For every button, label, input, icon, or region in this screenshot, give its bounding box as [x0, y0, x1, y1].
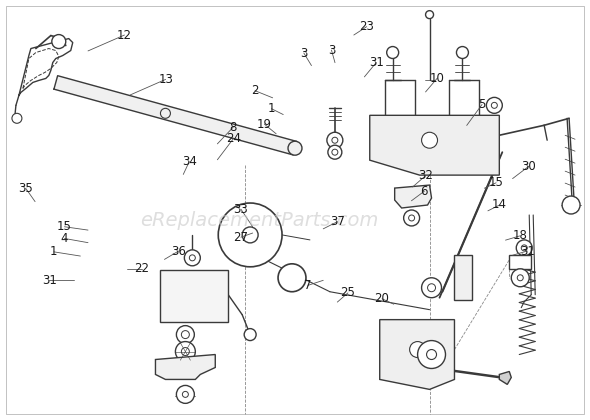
Bar	[160, 270, 228, 322]
Circle shape	[491, 102, 497, 108]
Circle shape	[328, 145, 342, 159]
Text: 13: 13	[158, 73, 173, 86]
Text: 35: 35	[18, 182, 33, 195]
Circle shape	[288, 141, 302, 155]
Circle shape	[404, 210, 419, 226]
Text: 10: 10	[430, 72, 445, 85]
Text: 1: 1	[50, 245, 58, 258]
Circle shape	[189, 255, 195, 261]
Circle shape	[327, 132, 343, 148]
Circle shape	[386, 47, 399, 58]
Text: 36: 36	[171, 244, 186, 257]
Circle shape	[428, 284, 435, 292]
Circle shape	[422, 278, 441, 298]
Text: 22: 22	[135, 262, 150, 275]
Text: 27: 27	[234, 231, 248, 244]
Bar	[509, 255, 531, 269]
Polygon shape	[395, 185, 431, 208]
Text: 23: 23	[359, 20, 374, 33]
Circle shape	[521, 245, 527, 251]
Text: 1: 1	[268, 102, 275, 115]
Circle shape	[332, 149, 338, 155]
Text: 5: 5	[478, 98, 486, 111]
Circle shape	[12, 113, 22, 123]
Text: 2: 2	[251, 84, 259, 97]
Text: 20: 20	[375, 292, 389, 305]
Circle shape	[175, 341, 195, 362]
Text: 3: 3	[328, 44, 335, 57]
Circle shape	[409, 341, 425, 357]
Circle shape	[176, 326, 194, 344]
Text: 12: 12	[117, 29, 132, 42]
Text: 15: 15	[489, 176, 503, 189]
Text: 15: 15	[57, 220, 72, 233]
Circle shape	[512, 269, 529, 287]
Circle shape	[181, 331, 189, 339]
Circle shape	[422, 132, 438, 148]
Text: 31: 31	[369, 56, 384, 69]
Circle shape	[562, 196, 580, 214]
Circle shape	[176, 386, 194, 403]
Circle shape	[278, 264, 306, 292]
Circle shape	[409, 215, 415, 221]
Circle shape	[218, 203, 282, 267]
Text: 30: 30	[522, 160, 536, 173]
Text: 24: 24	[226, 132, 241, 145]
Circle shape	[517, 275, 523, 281]
Circle shape	[184, 250, 201, 266]
Text: 4: 4	[61, 232, 68, 245]
Polygon shape	[380, 320, 454, 389]
Text: 8: 8	[230, 121, 237, 134]
Polygon shape	[54, 76, 297, 155]
Text: 37: 37	[330, 215, 345, 228]
Text: eReplacementParts.com: eReplacementParts.com	[140, 211, 379, 230]
Text: 6: 6	[421, 185, 428, 198]
Text: 33: 33	[234, 203, 248, 215]
Polygon shape	[370, 116, 499, 175]
Circle shape	[516, 240, 532, 256]
Circle shape	[244, 328, 256, 341]
Circle shape	[427, 349, 437, 360]
Circle shape	[242, 227, 258, 243]
Polygon shape	[499, 371, 512, 384]
Circle shape	[486, 97, 502, 113]
Text: 3: 3	[300, 47, 307, 60]
Text: 31: 31	[520, 244, 535, 257]
Circle shape	[160, 108, 171, 118]
Bar	[454, 255, 473, 300]
Circle shape	[52, 34, 65, 49]
Circle shape	[181, 347, 189, 355]
Text: 31: 31	[42, 274, 57, 287]
Text: 19: 19	[257, 118, 272, 131]
Text: 14: 14	[492, 199, 507, 212]
Text: 25: 25	[340, 286, 355, 299]
Text: 32: 32	[418, 169, 433, 182]
Circle shape	[425, 10, 434, 18]
Polygon shape	[155, 354, 215, 379]
Circle shape	[457, 47, 468, 58]
Circle shape	[182, 391, 188, 397]
Circle shape	[418, 341, 445, 368]
Text: 7: 7	[304, 279, 312, 292]
Text: 18: 18	[512, 229, 527, 242]
Text: 34: 34	[182, 155, 196, 168]
Circle shape	[332, 137, 338, 143]
